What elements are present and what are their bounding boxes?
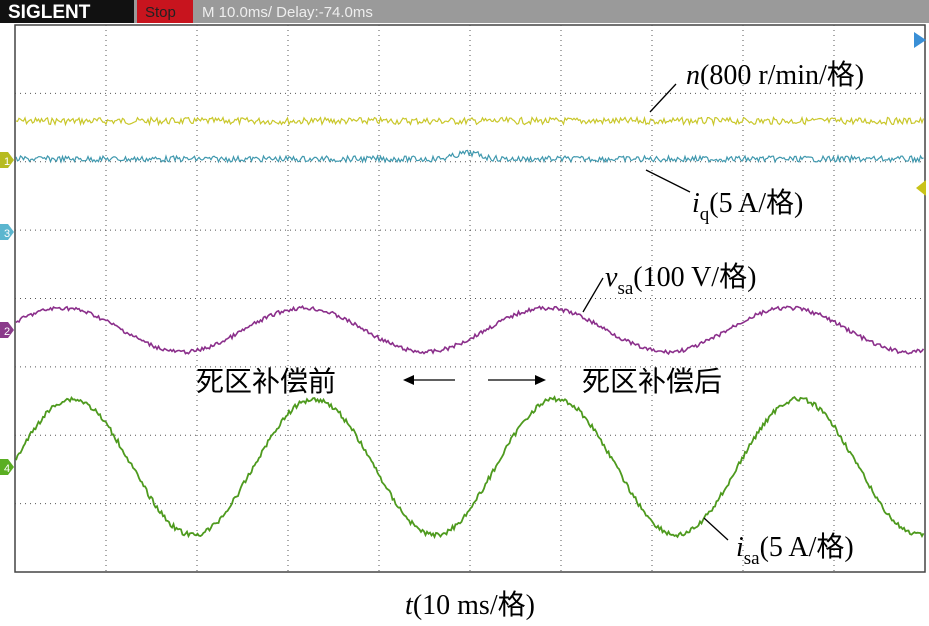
symbol: i xyxy=(736,532,744,563)
grid xyxy=(15,25,925,572)
leader-line xyxy=(649,83,677,113)
ch-marker xyxy=(0,224,14,240)
iq-label: iq(5 A/格) xyxy=(692,187,803,225)
subscript: q xyxy=(700,204,710,225)
vsa-label: vsa(100 V/格) xyxy=(605,261,756,299)
arrow-head xyxy=(535,375,546,385)
trigger-marker xyxy=(914,32,926,48)
before-label: 死区补偿前 xyxy=(196,366,336,398)
subscript: sa xyxy=(744,548,760,569)
after-label: 死区补偿后 xyxy=(582,366,722,398)
time-label: t(10 ms/格) xyxy=(405,589,535,621)
ch-marker xyxy=(0,152,14,168)
annotations xyxy=(403,83,729,541)
ch-label: 2 xyxy=(4,326,10,338)
speed-trace xyxy=(15,115,925,127)
brand: SIGLENT xyxy=(8,2,91,23)
timebase: M 10.0ms/ Delay:-74.0ms xyxy=(202,4,373,21)
unit: (100 V/格) xyxy=(633,261,756,293)
brand-box xyxy=(0,0,134,23)
iq-trace xyxy=(15,149,924,164)
unit: (5 A/格) xyxy=(760,531,854,563)
symbol: i xyxy=(692,188,700,219)
isa-label: isa(5 A/格) xyxy=(736,531,854,569)
vsa-trace xyxy=(15,305,925,356)
symbol: t xyxy=(405,590,414,621)
ch-label: 1 xyxy=(4,156,10,168)
isa-trace xyxy=(15,395,925,540)
header-bar xyxy=(0,0,929,23)
ch-label: 4 xyxy=(4,463,10,475)
ch-label: 3 xyxy=(4,228,10,240)
unit: (800 r/min/格) xyxy=(700,59,864,91)
symbol: n xyxy=(686,60,700,91)
symbol: v xyxy=(605,262,618,293)
status-box xyxy=(137,0,193,23)
leader-line xyxy=(582,277,604,313)
channel-markers: 1 3 2 4 xyxy=(0,32,926,475)
level-marker xyxy=(916,180,926,196)
status: Stop xyxy=(145,4,176,21)
subscript: sa xyxy=(617,278,633,299)
traces xyxy=(15,115,925,540)
n-label: n(800 r/min/格) xyxy=(686,59,864,91)
arrow-head xyxy=(403,375,414,385)
leader-line xyxy=(645,169,691,193)
leader-line xyxy=(703,517,729,541)
ch-marker xyxy=(0,459,14,475)
unit: (5 A/格) xyxy=(709,187,803,219)
unit: (10 ms/格) xyxy=(413,589,535,621)
ch-marker xyxy=(0,322,14,338)
